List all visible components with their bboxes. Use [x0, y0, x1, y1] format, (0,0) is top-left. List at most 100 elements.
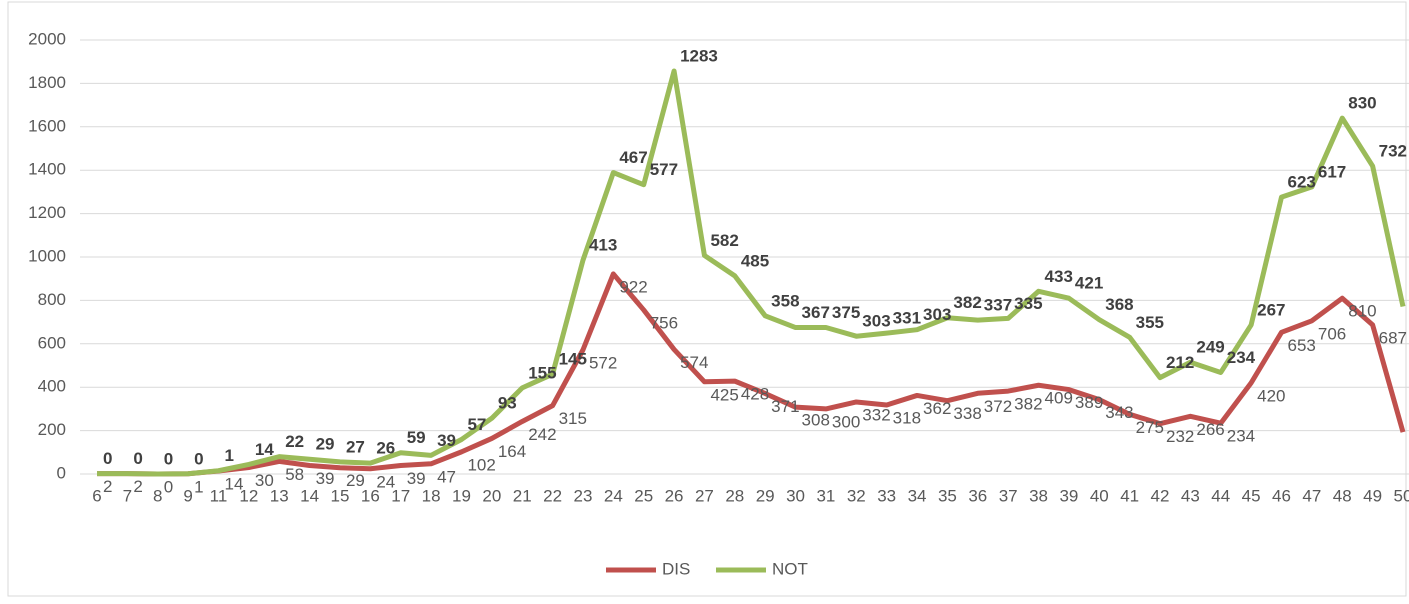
x-tick-label: 39	[1059, 486, 1078, 505]
data-label: 409	[1045, 389, 1073, 408]
y-tick-label: 800	[38, 290, 66, 309]
data-label: 234	[1227, 348, 1256, 367]
data-label: 335	[1014, 294, 1042, 313]
y-tick-label: 0	[57, 463, 66, 482]
data-label: 2	[103, 477, 112, 496]
data-label: 0	[164, 449, 173, 468]
data-label: 232	[1166, 427, 1194, 446]
y-tick-label: 1800	[28, 73, 66, 92]
x-tick-label: 28	[725, 486, 744, 505]
x-tick-label: 40	[1090, 486, 1109, 505]
data-label: 331	[893, 309, 921, 328]
x-tick-label: 33	[877, 486, 896, 505]
x-tick-label: 26	[665, 486, 684, 505]
x-tick-label: 17	[391, 486, 410, 505]
data-label: 382	[1014, 395, 1042, 414]
x-tick-label: 16	[361, 486, 380, 505]
data-label: 0	[164, 477, 173, 496]
data-label: 358	[771, 291, 799, 310]
data-label: 102	[467, 455, 495, 474]
data-label: 368	[1105, 295, 1133, 314]
data-label: 425	[710, 385, 738, 404]
data-label: 14	[255, 440, 274, 459]
data-label: 1	[194, 477, 203, 496]
x-tick-label: 7	[123, 486, 132, 505]
data-label: 337	[984, 296, 1012, 315]
data-label: 0	[133, 449, 142, 468]
data-label: 372	[984, 397, 1012, 416]
data-label: 343	[1105, 403, 1133, 422]
data-label: 29	[316, 435, 335, 454]
y-tick-label: 1600	[28, 116, 66, 135]
x-tick-label: 31	[816, 486, 835, 505]
data-label: 212	[1166, 353, 1194, 372]
series-line	[97, 271, 1406, 477]
x-tick-label: 25	[634, 486, 653, 505]
x-tick-label: 23	[573, 486, 592, 505]
data-label: 26	[376, 439, 395, 458]
data-label: 266	[1196, 420, 1224, 439]
data-label: 267	[1257, 300, 1285, 319]
x-tick-label: 41	[1120, 486, 1139, 505]
data-label: 315	[559, 409, 587, 428]
x-tick-label: 35	[938, 486, 957, 505]
x-tick-label: 20	[482, 486, 501, 505]
x-tick-label: 9	[183, 486, 192, 505]
data-label: 39	[437, 431, 456, 450]
x-tick-label: 36	[968, 486, 987, 505]
x-tick-label: 24	[604, 486, 623, 505]
y-tick-label: 1400	[28, 160, 66, 179]
data-label: 0	[194, 449, 203, 468]
data-label: 375	[832, 303, 860, 322]
data-label: 355	[1136, 313, 1164, 332]
data-label: 382	[953, 293, 981, 312]
x-tick-label: 46	[1272, 486, 1291, 505]
data-label: 756	[650, 313, 678, 332]
data-label: 653	[1288, 336, 1316, 355]
data-label: 389	[1075, 393, 1103, 412]
data-label: 58	[285, 465, 304, 484]
x-tick-label: 49	[1363, 486, 1382, 505]
legend-label: DIS	[662, 559, 690, 578]
data-label: 421	[1075, 274, 1103, 293]
data-label: 1283	[680, 47, 718, 66]
y-tick-label: 200	[38, 420, 66, 439]
data-label: 30	[255, 471, 274, 490]
data-label: 574	[680, 353, 708, 372]
x-tick-label: 44	[1211, 486, 1230, 505]
data-label: 433	[1045, 267, 1073, 286]
x-tick-label: 11	[210, 486, 228, 505]
data-label: 338	[953, 404, 981, 423]
data-label: 27	[346, 437, 365, 456]
x-tick-label: 50	[1394, 486, 1409, 505]
data-label: 687	[1379, 328, 1407, 347]
data-label: 275	[1136, 418, 1164, 437]
data-label: 308	[802, 411, 830, 430]
x-tick-label: 13	[270, 486, 289, 505]
x-tick-label: 8	[153, 486, 162, 505]
data-label: 24	[376, 472, 395, 491]
data-label: 617	[1318, 162, 1346, 181]
data-label: 318	[893, 408, 921, 427]
x-tick-label: 34	[908, 486, 927, 505]
legend-label: NOT	[772, 559, 808, 578]
y-tick-label: 400	[38, 377, 66, 396]
data-label: 362	[923, 399, 951, 418]
x-tick-label: 48	[1333, 486, 1352, 505]
data-label: 485	[741, 251, 769, 270]
x-tick-label: 14	[300, 486, 319, 505]
data-label: 1	[224, 446, 233, 465]
data-label: 303	[862, 312, 890, 331]
x-tick-label: 32	[847, 486, 866, 505]
data-label: 145	[559, 350, 587, 369]
x-tick-label: 19	[452, 486, 471, 505]
x-tick-label: 45	[1242, 486, 1261, 505]
data-label: 57	[467, 415, 486, 434]
data-label: 14	[224, 474, 243, 493]
data-label: 59	[407, 428, 426, 447]
data-label: 572	[589, 353, 617, 372]
data-label: 810	[1348, 302, 1376, 321]
data-label: 428	[741, 385, 769, 404]
data-label: 249	[1196, 338, 1224, 357]
